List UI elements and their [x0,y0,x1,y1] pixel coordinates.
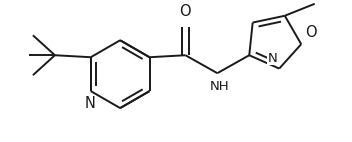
Text: N: N [84,96,95,111]
Text: N: N [268,52,277,65]
Text: NH: NH [209,80,229,93]
Text: O: O [180,4,191,19]
Text: O: O [305,25,317,40]
